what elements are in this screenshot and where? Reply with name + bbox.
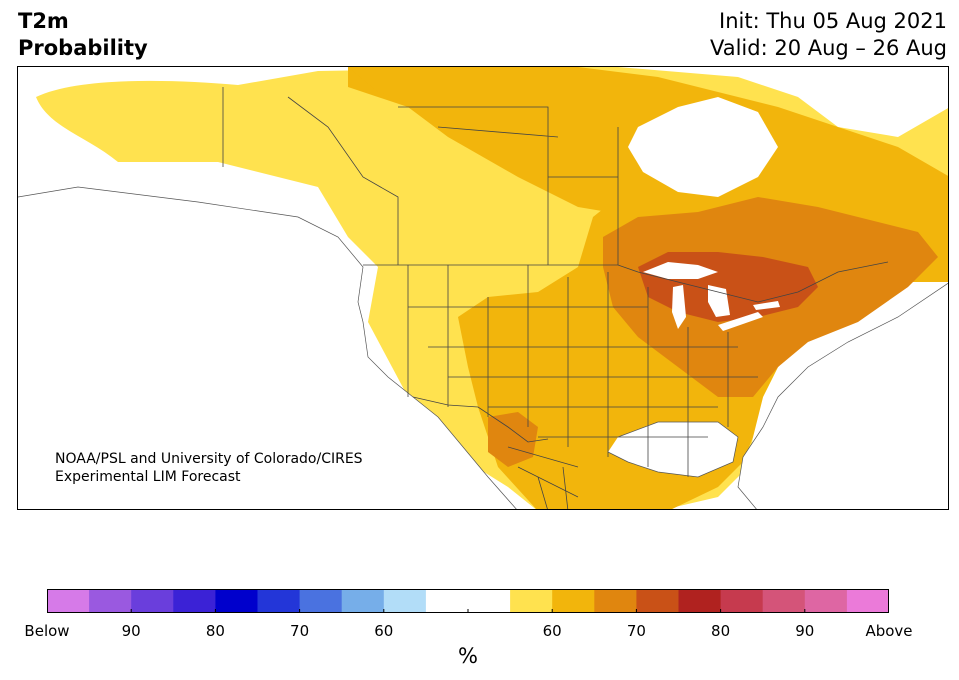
init-date: Init: Thu 05 Aug 2021 xyxy=(719,9,947,33)
colorbar-tick-label: 60 xyxy=(542,622,562,640)
colorbar-segment xyxy=(594,589,637,613)
colorbar-unit: % xyxy=(458,644,478,668)
colorbar-segment xyxy=(510,589,553,613)
atlantic-ocean xyxy=(738,283,948,509)
colorbar-segment xyxy=(173,589,216,613)
forecast-credit: NOAA/PSL and University of Colorado/CIRE… xyxy=(55,450,363,486)
political-borders xyxy=(222,87,889,509)
us-canada-border xyxy=(363,261,889,303)
great-lake-michigan xyxy=(672,285,686,329)
coastline xyxy=(18,186,948,509)
colorbar-tick-label: 60 xyxy=(374,622,394,640)
map-dates: Init: Thu 05 Aug 2021 Valid: 20 Aug – 26… xyxy=(710,8,947,62)
gulf-of-mexico xyxy=(608,422,738,477)
colorbar-tick-label: Above xyxy=(865,622,913,640)
colorbar xyxy=(47,589,889,613)
us-mexico-border xyxy=(412,396,549,443)
hudson-bay xyxy=(628,97,778,197)
colorbar-segment xyxy=(215,589,258,613)
colorbar-segment xyxy=(341,589,385,613)
map-title: T2m Probability xyxy=(18,8,148,62)
colorbar-segment xyxy=(636,589,679,613)
map-canvas xyxy=(18,67,948,509)
water-bodies xyxy=(18,67,948,509)
colorbar-segment xyxy=(89,589,132,613)
title-variable: T2m xyxy=(18,9,69,33)
colorbar-segment xyxy=(678,589,722,613)
colorbar-segment xyxy=(468,589,511,613)
colorbar-segment xyxy=(846,589,889,613)
colorbar-segment xyxy=(131,589,174,613)
great-lake-ontario xyxy=(753,301,780,310)
pacific-ocean xyxy=(18,187,517,509)
great-lake-huron xyxy=(708,285,730,317)
colorbar-tick-label: 70 xyxy=(290,622,310,640)
great-lake-superior xyxy=(643,262,718,279)
colorbar-tick-label: 90 xyxy=(121,622,141,640)
title-type: Probability xyxy=(18,36,148,60)
colorbar-tick-label: 70 xyxy=(626,622,646,640)
colorbar-tick-label: Below xyxy=(24,622,70,640)
canada-provinces xyxy=(287,96,619,265)
credit-line-1: NOAA/PSL and University of Colorado/CIRE… xyxy=(55,451,363,467)
colorbar-segment xyxy=(299,589,343,613)
colorbar-tick-label: 90 xyxy=(795,622,815,640)
colorbar-segment xyxy=(383,589,427,613)
great-lake-erie xyxy=(718,312,763,331)
us-states-grid xyxy=(407,265,758,477)
colorbar-segment xyxy=(257,589,301,613)
credit-line-2: Experimental LIM Forecast xyxy=(55,469,241,485)
valid-date: Valid: 20 Aug – 26 Aug xyxy=(709,36,947,60)
colorbar-segment xyxy=(425,589,469,613)
colorbar-segment xyxy=(552,589,595,613)
shade-70-80-mexico xyxy=(488,412,538,467)
colorbar-tick-label: 80 xyxy=(205,622,225,640)
colorbar-segment xyxy=(720,589,764,613)
colorbar-tick-label: 80 xyxy=(711,622,731,640)
colorbar-segment xyxy=(762,589,806,613)
forecast-map xyxy=(17,66,949,510)
colorbar-segment xyxy=(804,589,848,613)
mexico-states xyxy=(507,446,579,509)
arctic-waters xyxy=(618,67,948,137)
colorbar-segment xyxy=(47,589,90,613)
shade-60-70-north xyxy=(348,67,578,112)
